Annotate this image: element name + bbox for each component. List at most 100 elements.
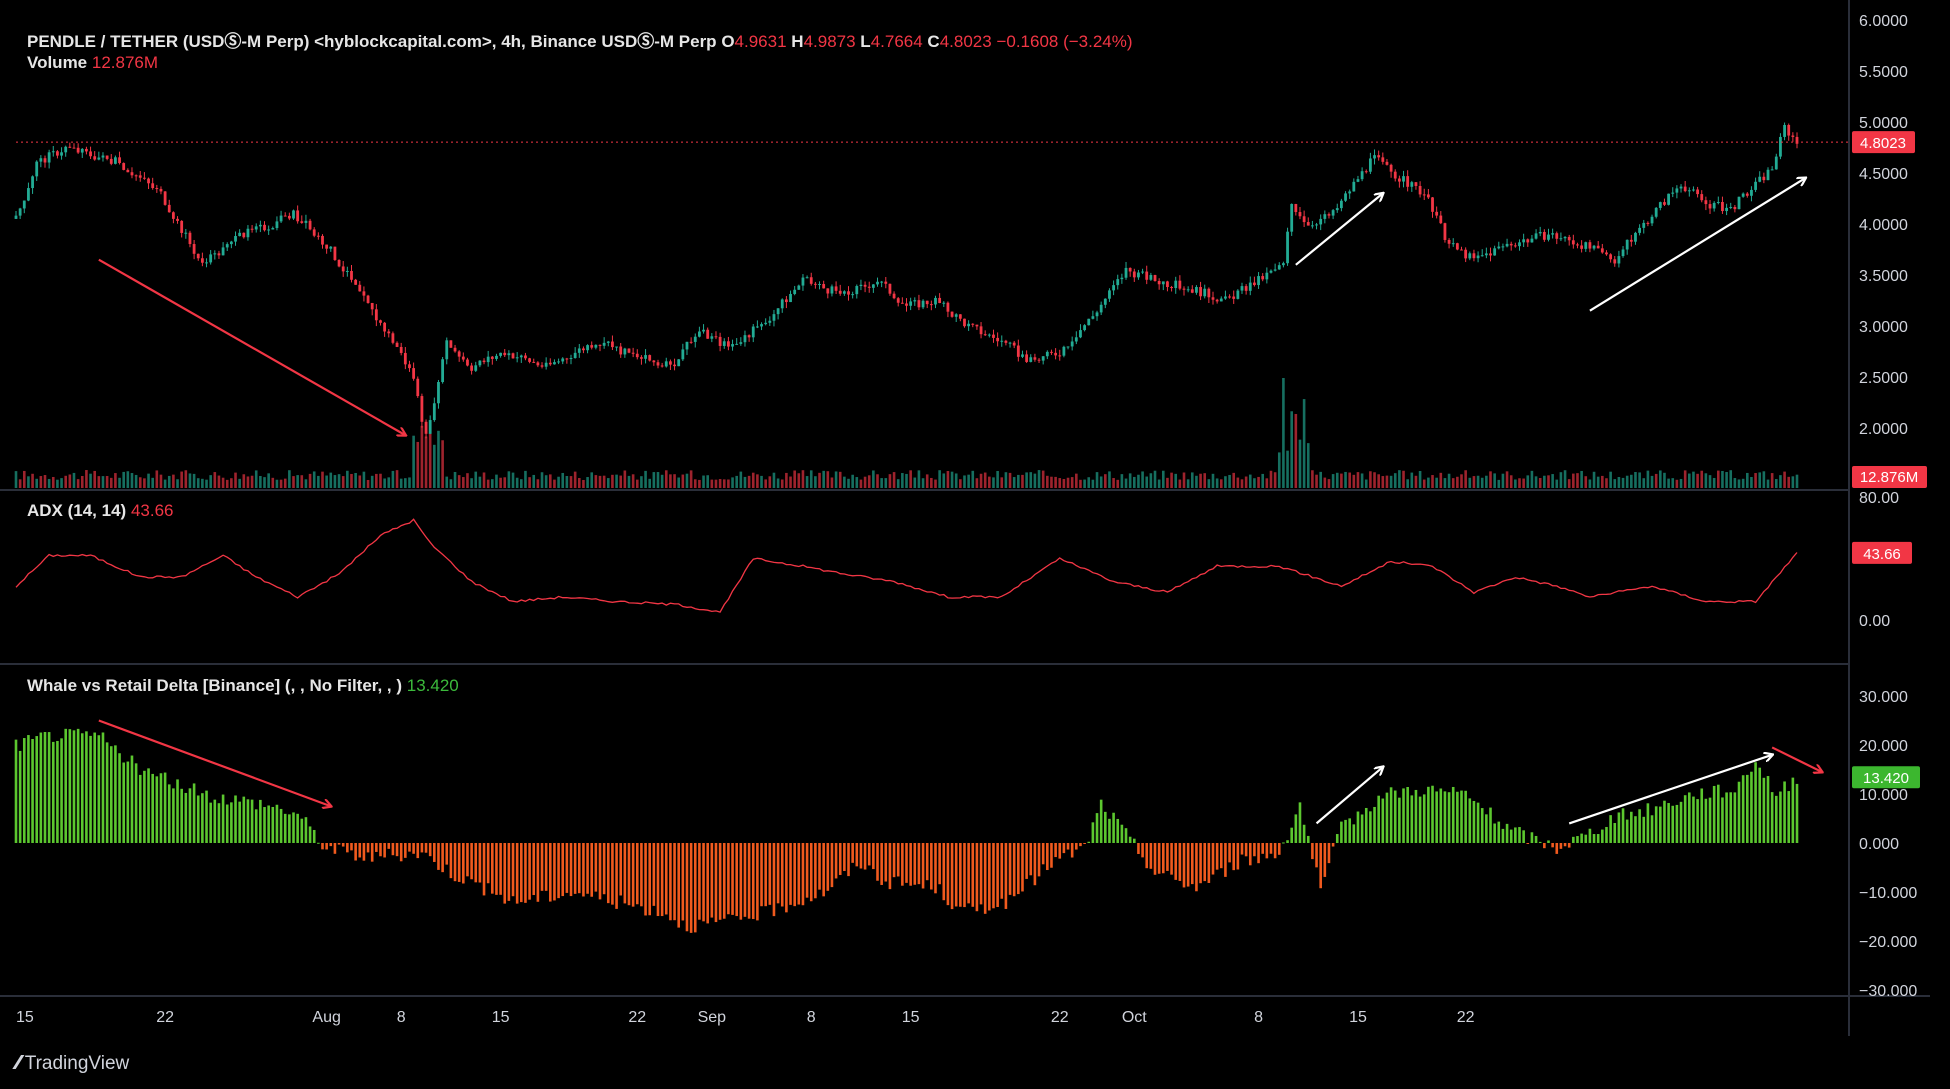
delta-bar	[1518, 827, 1521, 843]
delta-bar	[22, 738, 26, 843]
candle-body	[432, 403, 436, 421]
volume-bar	[68, 474, 72, 488]
delta-bar	[739, 843, 743, 920]
candle-body	[842, 291, 846, 294]
volume-bar	[1360, 473, 1364, 488]
delta-bar	[1791, 777, 1795, 843]
candle-body	[1770, 169, 1774, 171]
volume-bar	[1779, 475, 1782, 488]
candle-body	[797, 285, 801, 290]
volume-bar	[1774, 479, 1778, 488]
delta-bar	[859, 843, 863, 869]
delta-bar	[1062, 843, 1066, 854]
volume-bar	[1646, 470, 1650, 488]
candle-body	[147, 178, 150, 184]
volume-bar	[988, 476, 991, 488]
volume-bar	[1273, 472, 1277, 488]
candle-body	[267, 229, 271, 231]
volume-bar	[623, 470, 627, 488]
candle-body	[1054, 352, 1058, 356]
delta-bar	[60, 738, 63, 843]
volume-bar	[1017, 474, 1020, 488]
candle-body	[1248, 282, 1252, 291]
candle-body	[1095, 312, 1099, 317]
candle-body	[1228, 296, 1231, 298]
volume-bar	[652, 472, 656, 488]
tradingview-logo[interactable]: ⁄⁄ TradingView	[16, 1052, 130, 1074]
delta-bar	[1203, 843, 1207, 882]
delta-bar	[921, 843, 925, 889]
candle-body	[1128, 267, 1132, 272]
candle-body	[805, 277, 809, 279]
delta-bar	[1418, 796, 1422, 843]
volume-bar	[1033, 473, 1037, 488]
delta-bar	[735, 843, 738, 917]
candle-body	[1600, 248, 1604, 253]
candle-body	[859, 284, 863, 287]
volume-badge	[1852, 466, 1927, 488]
volume-bar	[809, 470, 813, 488]
delta-bar	[954, 843, 958, 907]
delta-bar	[1174, 843, 1178, 880]
delta-bar	[1315, 843, 1318, 868]
delta-bar	[1795, 783, 1799, 843]
delta-bar	[462, 843, 465, 884]
volume-bar	[648, 478, 652, 488]
candle-body	[1774, 156, 1778, 170]
delta-bar	[89, 735, 92, 843]
delta-bar	[557, 843, 560, 899]
candle-body	[1758, 176, 1762, 182]
delta-bar	[569, 843, 573, 897]
candle-body	[1505, 243, 1509, 247]
delta-bar	[350, 843, 353, 851]
candle-body	[565, 358, 569, 360]
delta-bar	[1331, 843, 1335, 847]
volume-bar	[818, 472, 821, 488]
candle-body	[801, 277, 805, 286]
candle-body	[350, 270, 353, 280]
delta-bar	[196, 795, 200, 843]
volume-bar	[760, 475, 763, 488]
volume-bar	[1166, 477, 1169, 488]
delta-bar	[975, 843, 979, 912]
delta-bar	[1704, 798, 1708, 843]
candle-body	[830, 286, 834, 294]
volume-bar	[234, 472, 237, 488]
delta-bar	[184, 792, 188, 843]
time-tick-label: Aug	[312, 1009, 340, 1026]
candle-body	[822, 284, 826, 289]
delta-bar	[1638, 809, 1641, 843]
volume-bar	[1609, 471, 1612, 488]
candle-body	[1087, 318, 1091, 326]
delta-bar	[416, 843, 420, 859]
delta-bar	[296, 813, 299, 843]
volume-bar	[1286, 450, 1289, 488]
volume-bar	[830, 477, 834, 488]
volume-bar	[1116, 479, 1120, 488]
delta-bar	[155, 776, 159, 843]
volume-bar	[1377, 474, 1380, 488]
candle-body	[387, 331, 391, 334]
time-tick-label: 8	[807, 1009, 816, 1026]
candle-body	[1062, 346, 1066, 356]
candle-body	[714, 336, 718, 338]
volume-bar	[702, 475, 705, 488]
candle-body	[130, 172, 134, 176]
delta-bar	[698, 843, 701, 920]
volume-bar	[917, 470, 921, 488]
candle-body	[1079, 330, 1082, 338]
delta-bar	[354, 843, 357, 861]
volume-bar	[1083, 479, 1086, 488]
volume-bar	[1630, 474, 1633, 488]
volume-bar	[1551, 474, 1554, 488]
volume-bar	[1041, 470, 1045, 488]
candle-body	[1518, 242, 1521, 247]
volume-bar	[1729, 470, 1733, 488]
volume-bar	[896, 479, 900, 488]
candle-body	[905, 303, 908, 306]
volume-bar	[1638, 472, 1641, 488]
adx-legend: ADX (14, 14) 43.66	[27, 501, 174, 520]
time-tick-label: 22	[156, 1009, 174, 1026]
delta-bar	[114, 745, 117, 843]
